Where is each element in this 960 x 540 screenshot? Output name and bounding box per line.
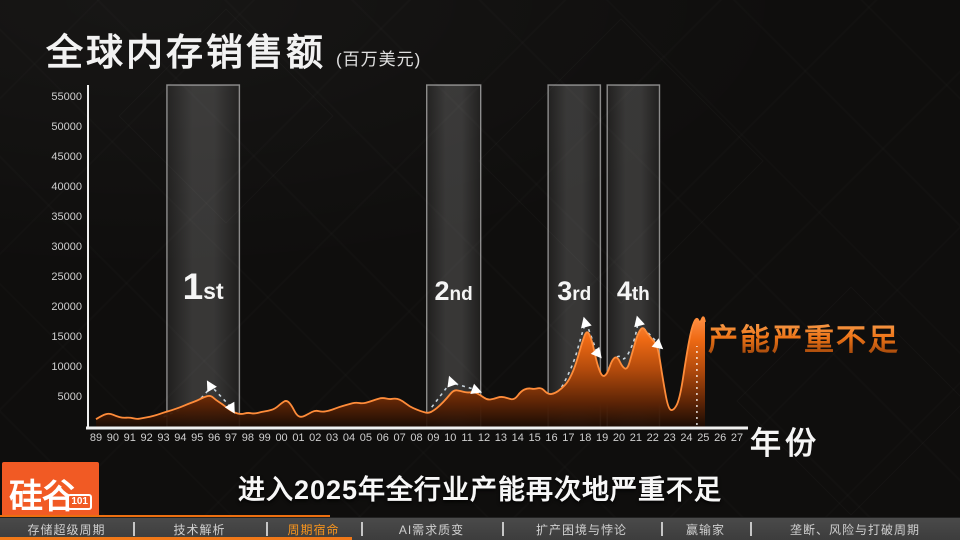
cycle-guide-line (608, 325, 639, 369)
sales-area (96, 317, 705, 427)
x-axis-tick-label: 97 (224, 432, 238, 444)
x-axis-tick-label: 27 (730, 432, 744, 444)
peak-marker-icon (224, 401, 235, 414)
peak-marker-icon (651, 338, 664, 350)
x-axis-tick-label: 17 (562, 432, 575, 444)
x-axis-tick-label: 00 (275, 432, 288, 444)
x-axis-tick-label: 25 (697, 432, 710, 444)
footer-tab-2[interactable]: 技术解析 (133, 518, 266, 540)
logo-text: 硅谷 (9, 478, 76, 516)
y-axis-tick-label: 10000 (51, 361, 82, 373)
peak-marker-icon (634, 315, 645, 328)
x-axis-tick-label: 24 (680, 432, 693, 444)
x-axis-tick-label: 92 (140, 432, 153, 444)
x-axis-tick-label: 15 (528, 432, 541, 444)
x-axis-tick-label: 26 (714, 432, 727, 444)
caption-subtitle: 进入2025年全行业产能再次地严重不足 (237, 475, 723, 505)
peak-marker-icon (470, 383, 483, 395)
footer-chapter-bar: 存储超级周期 技术解析 周期宿命 AI需求质变 扩产困境与悖论 赢输家 垄断、风险与打破周期 (0, 517, 960, 540)
x-axis-title: 年份 (750, 426, 820, 461)
x-axis-tick-label: 03 (326, 432, 339, 444)
peak-marker-icon (447, 375, 458, 388)
x-axis-tick-label: 16 (545, 432, 558, 444)
x-axis-tick-label: 96 (207, 432, 221, 444)
x-axis-tick-label: 10 (444, 432, 457, 444)
x-axis-tick-label: 89 (89, 432, 103, 444)
peak-marker-icon (206, 380, 217, 393)
cycle-band-label: 2nd (434, 276, 473, 306)
x-axis-tick-label: 18 (579, 432, 592, 444)
footer-tab-3[interactable]: 周期宿命 (266, 518, 361, 540)
x-axis-tick-label: 91 (123, 432, 136, 444)
x-axis-tick-label: 22 (646, 432, 659, 444)
y-axis-tick-label: 55000 (51, 91, 82, 103)
cycle-band-label: 4th (616, 276, 650, 306)
x-axis-tick-label: 02 (309, 432, 322, 444)
footer-tab-1[interactable]: 存储超级周期 (27, 523, 106, 537)
cycle-guide-line (431, 384, 450, 408)
peak-marker-icon (581, 316, 592, 329)
x-axis-tick-label: 06 (376, 432, 389, 444)
x-axis-tick-label: 19 (595, 432, 609, 444)
x-axis-tick-label: 93 (157, 432, 170, 444)
cycle-band (166, 84, 241, 428)
cycle-band (426, 84, 482, 428)
x-axis-tick-label: 21 (629, 432, 642, 444)
footer-tab-6[interactable]: 赢输家 (661, 518, 750, 540)
y-axis-tick-label: 20000 (51, 301, 82, 313)
cycle-guide-line (455, 383, 475, 390)
x-axis-tick-label: 04 (342, 432, 356, 444)
page-title: 全球内存销售额 (百万美元) (46, 22, 421, 76)
x-axis-tick-label: 95 (191, 432, 204, 444)
y-axis-tick-label: 15000 (51, 331, 82, 343)
y-axis-tick-label: 5000 (57, 391, 82, 403)
x-axis-tick-label: 98 (241, 432, 254, 444)
y-axis-tick-label: 35000 (51, 211, 82, 223)
y-axis-tick-label: 40000 (51, 181, 82, 193)
capacity-shortage-annotation: 产能严重不足 (708, 315, 900, 359)
x-axis-tick-label: 08 (410, 432, 423, 444)
x-axis-tick-label: 05 (359, 432, 373, 444)
peak-marker-icon (590, 346, 602, 359)
x-axis-tick-label: 09 (427, 432, 440, 444)
y-axis-tick-label: 45000 (51, 151, 82, 163)
sales-area-edge (95, 316, 706, 420)
x-axis-tick-label: 20 (612, 432, 626, 444)
x-axis-tick-label: 23 (663, 432, 676, 444)
footer-tab-7[interactable]: 垄断、风险与打破周期 (750, 518, 960, 540)
progress-line-top (0, 515, 330, 517)
x-axis-tick-label: 13 (494, 432, 507, 444)
channel-logo: 硅谷 101 (2, 462, 99, 517)
x-axis-tick-label: 94 (174, 432, 187, 444)
y-axis-tick-label: 50000 (51, 121, 82, 133)
title-text: 全球内存销售额 (46, 32, 326, 73)
footer-tab-5[interactable]: 扩产困境与悖论 (502, 518, 661, 540)
x-axis-tick-label: 01 (292, 432, 305, 444)
x-axis-tick-label: 11 (461, 432, 473, 444)
x-axis-tick-label: 07 (393, 432, 406, 444)
y-axis-tick-label: 25000 (51, 271, 82, 283)
cycle-guide-line (557, 325, 586, 394)
video-progress-bar[interactable] (0, 537, 352, 540)
footer-tab-4[interactable]: AI需求质变 (361, 518, 502, 540)
logo-badge: 101 (67, 494, 92, 510)
cycle-band-label: 1st (182, 266, 224, 307)
cycle-band-label: 3rd (557, 276, 592, 306)
cycle-guide-line (163, 388, 210, 418)
y-axis-tick-label: 30000 (51, 241, 82, 253)
x-axis-tick-label: 14 (511, 432, 524, 444)
title-unit: (百万美元) (336, 50, 422, 69)
x-axis-tick-label: 99 (258, 432, 271, 444)
x-axis-tick-label: 90 (106, 432, 119, 444)
x-axis-tick-label: 12 (477, 432, 491, 444)
